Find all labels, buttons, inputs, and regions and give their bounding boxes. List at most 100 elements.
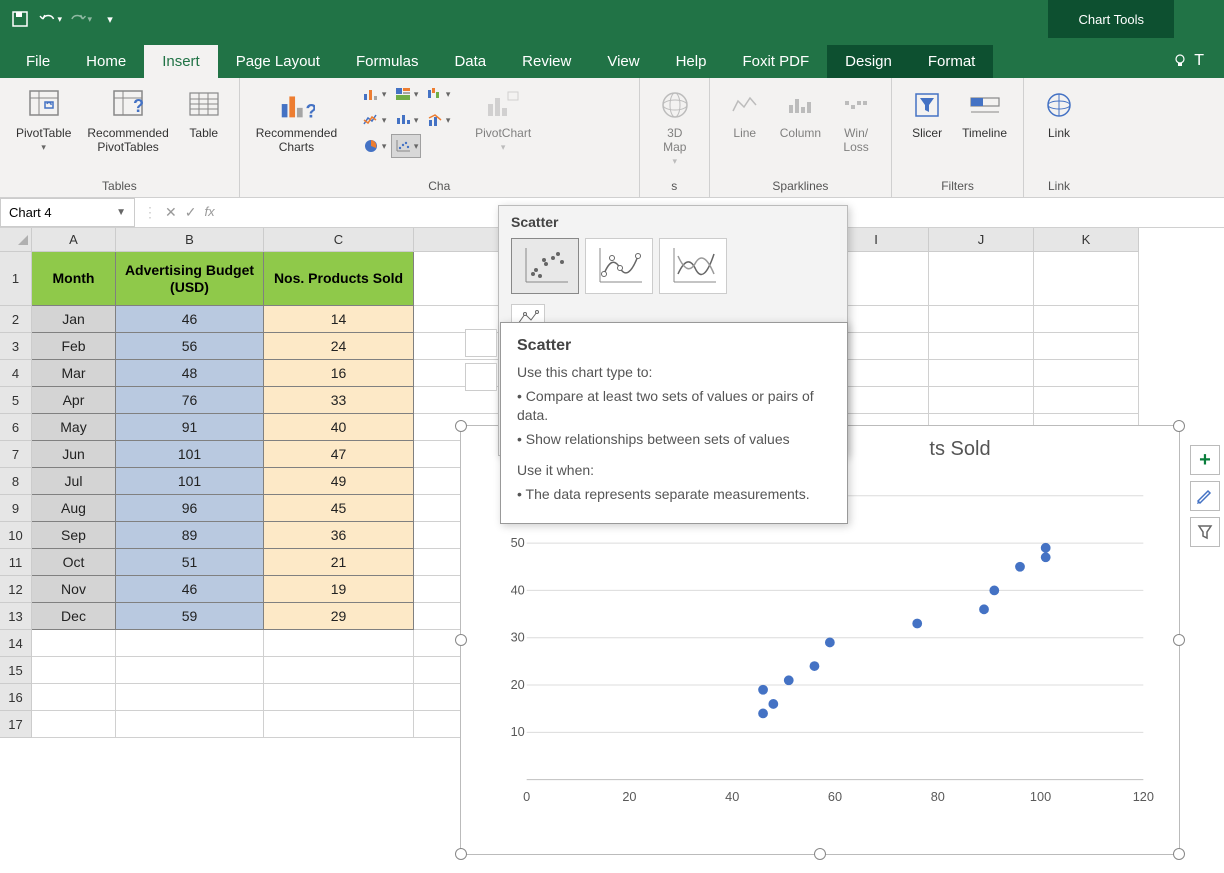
qat-customize-icon[interactable]: ▾ xyxy=(98,7,122,31)
cell[interactable]: 89 xyxy=(116,522,264,549)
recommended-pivottables-button[interactable]: ? Recommended PivotTables xyxy=(81,82,174,158)
line-chart-button[interactable] xyxy=(359,108,389,132)
cell[interactable]: Jun xyxy=(32,441,116,468)
cell[interactable] xyxy=(32,630,116,657)
fx-icon[interactable]: fx xyxy=(204,204,214,221)
save-icon[interactable] xyxy=(8,7,32,31)
cancel-icon[interactable]: ✕ xyxy=(165,204,177,221)
cell[interactable] xyxy=(929,360,1034,387)
chart-plot-area[interactable]: 102030405060020406080100120 xyxy=(511,486,1159,809)
cell[interactable]: Sep xyxy=(32,522,116,549)
scatter-option-smooth[interactable] xyxy=(659,238,727,294)
cell[interactable]: 19 xyxy=(264,576,414,603)
redo-icon[interactable]: ▾ xyxy=(68,7,92,31)
hierarchy-chart-button[interactable] xyxy=(391,82,421,106)
cell[interactable]: Month xyxy=(32,252,116,306)
cell[interactable] xyxy=(1034,387,1139,414)
cell[interactable]: Oct xyxy=(32,549,116,576)
pie-chart-button[interactable] xyxy=(359,134,389,158)
cell[interactable]: 36 xyxy=(264,522,414,549)
tab-view[interactable]: View xyxy=(589,45,657,78)
row-header-13[interactable]: 13 xyxy=(0,603,32,630)
cell[interactable]: Nos. Products Sold xyxy=(264,252,414,306)
cell[interactable]: 29 xyxy=(264,603,414,630)
row-header-5[interactable]: 5 xyxy=(0,387,32,414)
row-header-12[interactable]: 12 xyxy=(0,576,32,603)
cell[interactable] xyxy=(32,684,116,711)
row-headers[interactable]: 1234567891011121314151617 xyxy=(0,252,32,738)
tell-me-search[interactable]: T xyxy=(1160,44,1216,78)
timeline-button[interactable]: Timeline xyxy=(956,82,1013,144)
cell[interactable] xyxy=(929,387,1034,414)
row-header-17[interactable]: 17 xyxy=(0,711,32,738)
cell[interactable] xyxy=(1034,333,1139,360)
pivottable-button[interactable]: PivotTable ▾ xyxy=(10,82,77,157)
row-header-9[interactable]: 9 xyxy=(0,495,32,522)
cell[interactable]: 16 xyxy=(264,360,414,387)
cell[interactable]: Feb xyxy=(32,333,116,360)
cell[interactable]: 101 xyxy=(116,441,264,468)
scatter-chart-button[interactable] xyxy=(391,134,421,158)
row-header-1[interactable]: 1 xyxy=(0,252,32,306)
cell[interactable]: 33 xyxy=(264,387,414,414)
row-header-8[interactable]: 8 xyxy=(0,468,32,495)
cell[interactable]: 49 xyxy=(264,468,414,495)
scatter-option-smooth-markers[interactable] xyxy=(585,238,653,294)
cell[interactable]: Aug xyxy=(32,495,116,522)
row-header-11[interactable]: 11 xyxy=(0,549,32,576)
tab-help[interactable]: Help xyxy=(658,45,725,78)
cell[interactable]: 101 xyxy=(116,468,264,495)
chart-elements-button[interactable]: + xyxy=(1190,445,1220,475)
tab-data[interactable]: Data xyxy=(436,45,504,78)
combo-chart-button[interactable] xyxy=(423,108,453,132)
cell[interactable] xyxy=(1034,306,1139,333)
cell[interactable]: Jan xyxy=(32,306,116,333)
chart-filters-button[interactable] xyxy=(1190,517,1220,547)
slicer-button[interactable]: Slicer xyxy=(902,82,952,144)
tab-insert[interactable]: Insert xyxy=(144,45,218,78)
cell[interactable] xyxy=(264,630,414,657)
cell[interactable] xyxy=(264,657,414,684)
link-button[interactable]: Link xyxy=(1034,82,1084,144)
cell[interactable]: Mar xyxy=(32,360,116,387)
tab-review[interactable]: Review xyxy=(504,45,589,78)
cell[interactable]: 96 xyxy=(116,495,264,522)
row-header-10[interactable]: 10 xyxy=(0,522,32,549)
cell[interactable] xyxy=(929,333,1034,360)
chart-styles-button[interactable] xyxy=(1190,481,1220,511)
enter-icon[interactable]: ✓ xyxy=(185,204,197,221)
cell[interactable]: 46 xyxy=(116,306,264,333)
cell[interactable]: Jul xyxy=(32,468,116,495)
sparkline-column-button[interactable]: Column xyxy=(774,82,827,144)
tab-page-layout[interactable]: Page Layout xyxy=(218,45,338,78)
cell[interactable]: 48 xyxy=(116,360,264,387)
select-all-triangle[interactable] xyxy=(0,228,32,252)
recommended-charts-button[interactable]: ? Recommended Charts xyxy=(250,82,343,158)
cell[interactable] xyxy=(116,630,264,657)
row-header-4[interactable]: 4 xyxy=(0,360,32,387)
column-chart-button[interactable] xyxy=(359,82,389,106)
cell[interactable] xyxy=(116,657,264,684)
cell[interactable] xyxy=(32,657,116,684)
table-button[interactable]: Table xyxy=(179,82,229,144)
cell[interactable]: Advertising Budget (USD) xyxy=(116,252,264,306)
statistic-chart-button[interactable] xyxy=(391,108,421,132)
cell[interactable]: Dec xyxy=(32,603,116,630)
cell[interactable]: 46 xyxy=(116,576,264,603)
tab-file[interactable]: File xyxy=(8,45,68,78)
column-header-J[interactable]: J xyxy=(929,228,1034,252)
undo-icon[interactable]: ▾ xyxy=(38,7,62,31)
cell[interactable]: May xyxy=(32,414,116,441)
cell[interactable] xyxy=(929,252,1034,306)
cell[interactable] xyxy=(929,306,1034,333)
column-header-C[interactable]: C xyxy=(264,228,414,252)
cell[interactable]: 76 xyxy=(116,387,264,414)
scatter-option-plain[interactable] xyxy=(511,238,579,294)
cell[interactable]: Apr xyxy=(32,387,116,414)
name-box[interactable]: Chart 4 ▼ xyxy=(0,198,135,227)
row-header-16[interactable]: 16 xyxy=(0,684,32,711)
cell[interactable] xyxy=(264,684,414,711)
column-header-K[interactable]: K xyxy=(1034,228,1139,252)
tab-formulas[interactable]: Formulas xyxy=(338,45,437,78)
cell[interactable]: 40 xyxy=(264,414,414,441)
